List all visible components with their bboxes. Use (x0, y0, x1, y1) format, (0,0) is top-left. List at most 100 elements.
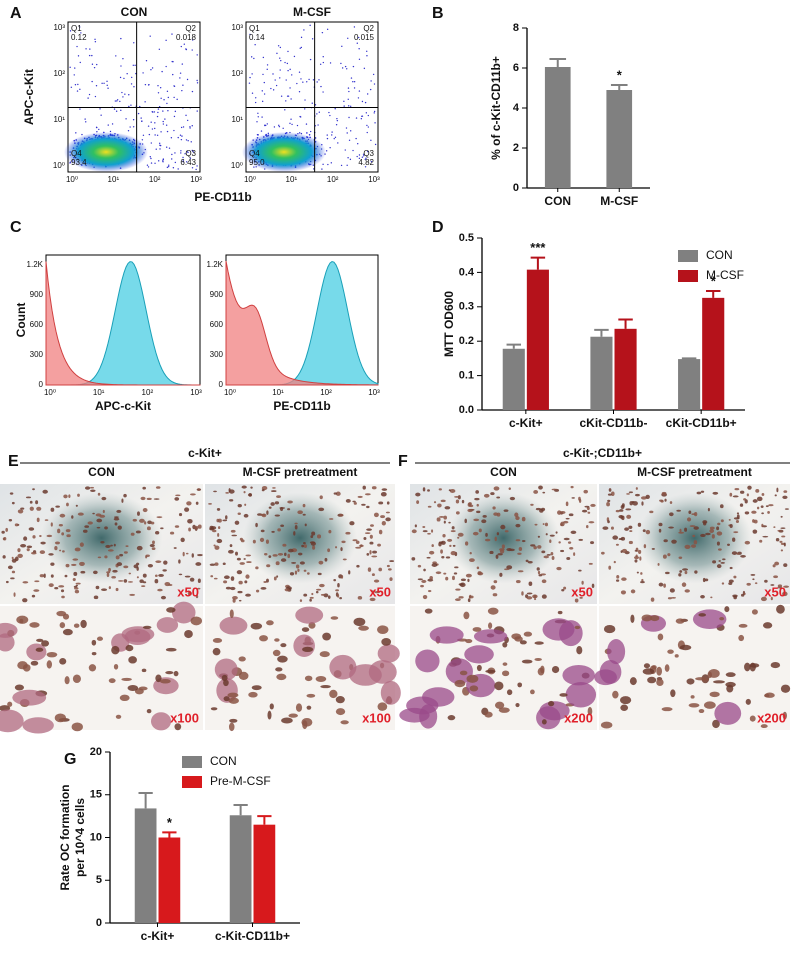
quadrant-value: 0.12 (71, 33, 87, 42)
event-dot (173, 85, 174, 86)
event-dot (120, 77, 121, 78)
cell (504, 568, 509, 570)
cell (235, 521, 240, 525)
event-dot (154, 111, 155, 112)
significance: * (167, 815, 173, 830)
cell (273, 650, 281, 656)
cell (296, 703, 302, 711)
cell (178, 559, 180, 563)
event-dot (175, 162, 176, 163)
cell (734, 517, 740, 519)
stain-blob (243, 492, 357, 583)
cell (73, 572, 77, 576)
event-dot (192, 91, 193, 92)
cell (776, 538, 779, 541)
event-dot (312, 38, 313, 39)
cell (541, 508, 545, 511)
event-dot (367, 93, 368, 94)
event-dot (178, 137, 179, 138)
cell (15, 684, 24, 690)
cell (458, 596, 463, 598)
cell (387, 501, 390, 504)
cell (621, 577, 627, 581)
event-dot (161, 71, 162, 72)
cell (495, 537, 497, 542)
event-dot (87, 97, 88, 98)
event-dot (299, 72, 300, 73)
y-tick-label: 300 (210, 350, 224, 359)
cell (92, 652, 97, 655)
cell (363, 537, 366, 540)
cell (382, 521, 386, 525)
cell (491, 585, 496, 590)
cell (757, 497, 763, 502)
cell (713, 680, 725, 683)
event-dot (150, 121, 151, 122)
cell (509, 549, 515, 551)
cell (536, 706, 560, 729)
cell (337, 583, 340, 587)
event-dot (171, 158, 172, 159)
event-dot (154, 134, 155, 135)
event-dot (289, 87, 290, 88)
axis-label: APC-c-Kit (95, 399, 151, 413)
event-dot (77, 84, 78, 85)
cell (505, 530, 509, 532)
cell (475, 490, 479, 494)
cell (97, 527, 101, 529)
cell (220, 617, 248, 635)
cell (319, 561, 324, 565)
cell (703, 578, 706, 582)
cell (629, 541, 633, 544)
event-dot (163, 99, 164, 100)
event-dot (258, 116, 259, 117)
event-dot (106, 81, 107, 82)
cell (328, 530, 331, 534)
cell (614, 561, 616, 563)
event-dot (100, 114, 101, 115)
panel-letter: F (398, 453, 408, 470)
event-dot (128, 130, 129, 131)
cell (245, 554, 251, 556)
cell (547, 554, 551, 556)
cell (745, 541, 750, 545)
event-dot (370, 140, 371, 141)
cell (214, 578, 218, 580)
event-dot (327, 164, 328, 165)
cell (717, 564, 722, 568)
event-dot (172, 61, 173, 62)
event-dot (327, 138, 328, 139)
cell (783, 563, 787, 567)
event-dot (278, 45, 279, 46)
cell (781, 516, 783, 518)
cell (431, 529, 433, 532)
cell (542, 492, 545, 494)
event-dot (272, 73, 273, 74)
y-tick-label: 600 (210, 320, 224, 329)
event-dot (124, 93, 125, 94)
cell (490, 492, 494, 495)
cell (187, 519, 192, 524)
cell (213, 491, 217, 493)
cell (131, 533, 135, 536)
cell (320, 685, 331, 688)
event-dot (154, 128, 155, 129)
quadrant-name: Q1 (71, 24, 82, 33)
cell (40, 550, 45, 554)
cell (773, 575, 778, 578)
cell (460, 671, 468, 676)
cell (47, 660, 52, 668)
cell (285, 588, 290, 591)
event-dot (358, 97, 359, 98)
event-dot (249, 82, 250, 83)
bar (503, 349, 525, 410)
cell (244, 504, 246, 506)
cell (320, 495, 323, 499)
cell (163, 561, 167, 565)
event-dot (91, 55, 92, 56)
cell (366, 506, 369, 508)
event-dot (300, 116, 301, 117)
cell (80, 542, 84, 546)
cell (722, 558, 725, 560)
